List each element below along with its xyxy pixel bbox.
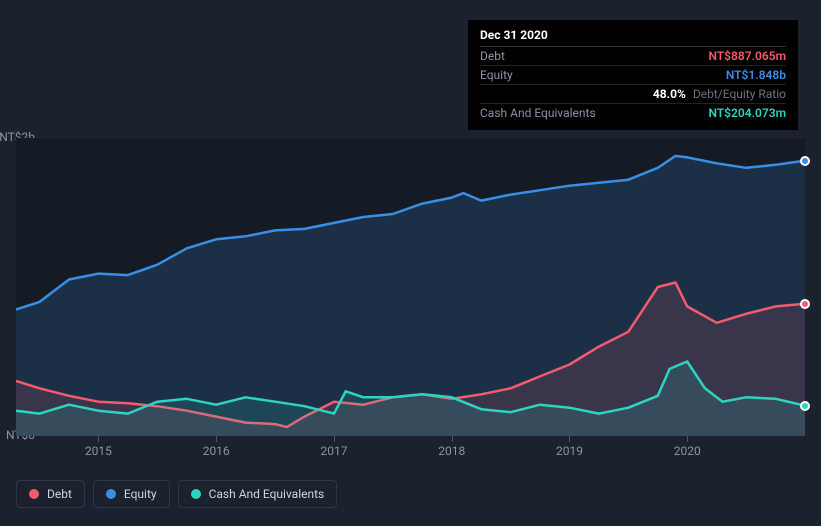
chart-tooltip: Dec 31 2020 Debt NT$887.065m Equity NT$1.84… (468, 20, 798, 130)
x-axis-label: 2019 (556, 444, 583, 458)
tooltip-row-value: NT$204.073m (708, 106, 786, 120)
x-axis-tick (452, 436, 453, 442)
end-marker-equity (800, 156, 810, 166)
legend-swatch-icon (29, 489, 39, 499)
legend-item-cash[interactable]: Cash And Equivalents (178, 480, 338, 508)
x-axis: 2015 2016 2017 2018 2019 2020 (16, 444, 805, 464)
legend-swatch-icon (191, 489, 201, 499)
x-axis-tick (98, 436, 99, 442)
tooltip-row-label: Equity (480, 68, 513, 82)
x-axis-label: 2018 (438, 444, 465, 458)
end-marker-cash (800, 401, 810, 411)
legend-swatch-icon (106, 489, 116, 499)
tooltip-row: Equity NT$1.848b (480, 66, 786, 85)
tooltip-row-value: NT$887.065m (708, 49, 786, 63)
x-axis-label: 2016 (203, 444, 230, 458)
legend-label: Debt (47, 487, 72, 501)
x-axis-label: 2015 (85, 444, 112, 458)
tooltip-ratio: 48.0% Debt/Equity Ratio (653, 87, 786, 101)
tooltip-row-label: Cash And Equivalents (480, 106, 596, 120)
tooltip-row: 48.0% Debt/Equity Ratio (480, 85, 786, 104)
legend-item-debt[interactable]: Debt (16, 480, 85, 508)
end-marker-debt (800, 299, 810, 309)
x-axis-tick (334, 436, 335, 442)
x-axis-tick (687, 436, 688, 442)
x-axis-label: 2020 (674, 444, 701, 458)
legend-item-equity[interactable]: Equity (93, 480, 170, 508)
tooltip-row-value: NT$1.848b (726, 68, 786, 82)
tooltip-row: Debt NT$887.065m (480, 47, 786, 66)
x-axis-tick (569, 436, 570, 442)
chart-plot-area[interactable] (16, 138, 805, 436)
tooltip-row-label: Debt (480, 49, 505, 63)
legend-label: Cash And Equivalents (209, 487, 325, 501)
x-axis-tick (216, 436, 217, 442)
tooltip-row: Cash And Equivalents NT$204.073m (480, 104, 786, 122)
chart-legend: Debt Equity Cash And Equivalents (16, 480, 337, 508)
x-axis-label: 2017 (320, 444, 347, 458)
legend-label: Equity (124, 487, 157, 501)
tooltip-date: Dec 31 2020 (480, 28, 786, 47)
